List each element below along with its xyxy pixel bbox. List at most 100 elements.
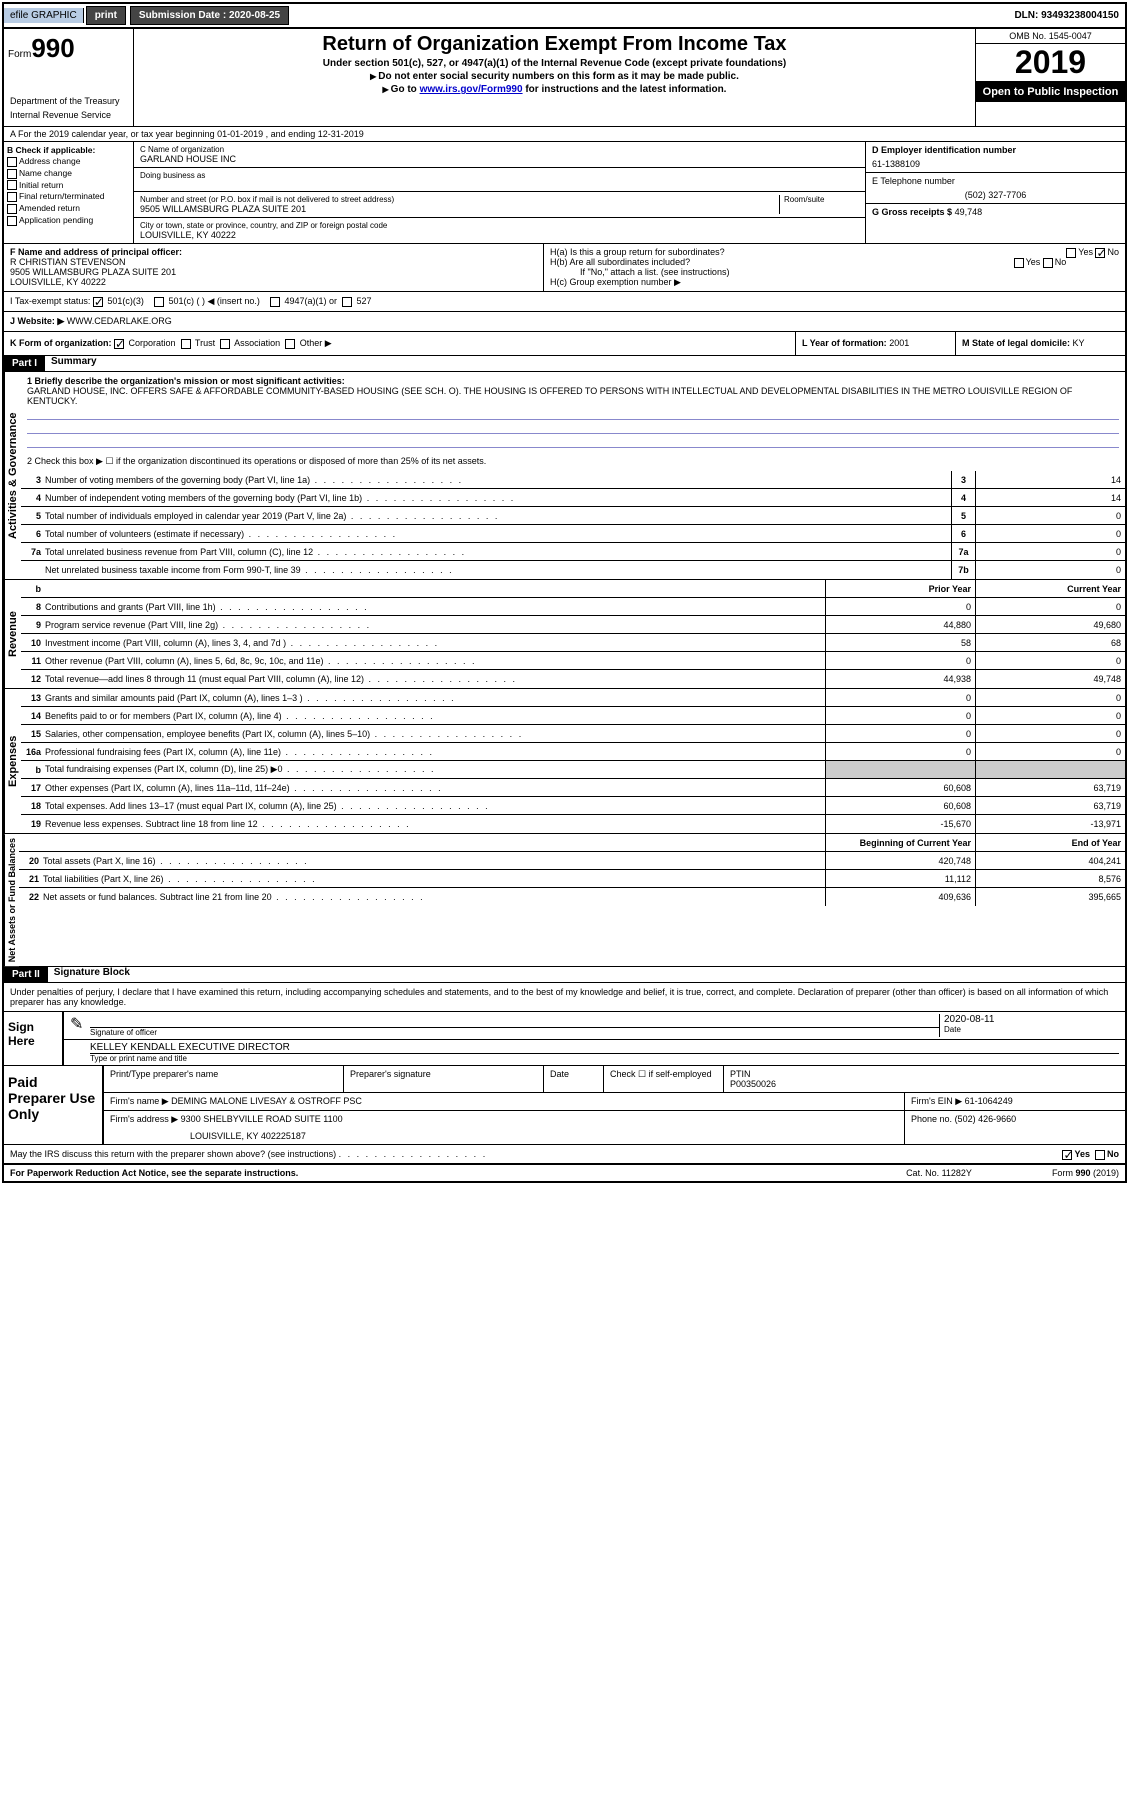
revenue-section: Revenue b Prior Year Current Year 8 Cont… [4, 580, 1125, 689]
cb-address-change[interactable]: Address change [7, 156, 130, 167]
current-val: 0 [975, 689, 1125, 706]
cb-initial-return[interactable]: Initial return [7, 180, 130, 191]
address-row: Number and street (or P.O. box if mail i… [134, 192, 865, 218]
line-text: Total assets (Part X, line 16) [43, 854, 825, 868]
omb-number: OMB No. 1545-0047 [976, 29, 1125, 44]
discuss-yes-cb[interactable] [1062, 1150, 1072, 1160]
phone-label: E Telephone number [872, 176, 1119, 186]
firm-addr2: LOUISVILLE, KY 402225187 [110, 1131, 898, 1141]
mission-blank-3 [27, 434, 1119, 448]
form-title: Return of Organization Exempt From Incom… [138, 33, 971, 56]
title-box: Return of Organization Exempt From Incom… [134, 29, 975, 126]
line-text: Professional fundraising fees (Part IX, … [45, 745, 825, 759]
firm-ein-label: Firm's EIN ▶ [911, 1096, 962, 1106]
line-num: 15 [21, 729, 45, 739]
org-name: GARLAND HOUSE INC [140, 154, 859, 164]
line-text: Grants and similar amounts paid (Part IX… [45, 691, 825, 705]
opt-corp: Corporation [129, 338, 176, 348]
cb-final-return[interactable]: Final return/terminated [7, 191, 130, 202]
opt-4947: 4947(a)(1) or [284, 296, 337, 306]
cb-501c3[interactable] [93, 297, 103, 307]
cb-other[interactable] [285, 339, 295, 349]
col-b: b [21, 584, 45, 594]
prior-val [825, 761, 975, 778]
vert-governance: Activities & Governance [4, 372, 21, 579]
gov-line-4: 4 Number of independent voting members o… [21, 489, 1125, 507]
website-value: WWW.CEDARLAKE.ORG [67, 316, 172, 326]
officer-name-title: KELLEY KENDALL EXECUTIVE DIRECTOR [90, 1042, 1119, 1054]
preparer-label: Paid Preparer Use Only [4, 1066, 104, 1144]
current-val: 49,680 [975, 616, 1125, 633]
col-begin: Beginning of Current Year [825, 834, 975, 851]
prior-val: 11,112 [825, 870, 975, 887]
goto-prefix: Go to [383, 84, 420, 95]
footer-left: For Paperwork Reduction Act Notice, see … [10, 1168, 906, 1178]
hb-no[interactable]: No [1055, 257, 1067, 267]
submission-date-button[interactable]: Submission Date : 2020-08-25 [130, 6, 289, 25]
row-k-org-form: K Form of organization: Corporation Trus… [4, 332, 1125, 356]
prior-val: 409,636 [825, 888, 975, 906]
ptin-label: PTIN [730, 1069, 1119, 1079]
prior-val: 0 [825, 652, 975, 669]
cb-527[interactable] [342, 297, 352, 307]
current-val: 63,719 [975, 779, 1125, 796]
line-num: 8 [21, 602, 45, 612]
current-val: 63,719 [975, 797, 1125, 814]
q2-text: 2 Check this box ▶ ☐ if the organization… [21, 452, 1125, 471]
ha-no[interactable]: No [1107, 247, 1119, 257]
open-inspection: Open to Public Inspection [976, 82, 1125, 102]
opt-other: Other ▶ [300, 338, 332, 348]
dept-treasury: Department of the Treasury [8, 94, 129, 108]
line-text: Total unrelated business revenue from Pa… [45, 545, 951, 559]
col-prior: Prior Year [825, 580, 975, 597]
line-8: 8 Contributions and grants (Part VIII, l… [21, 598, 1125, 616]
cb-4947[interactable] [270, 297, 280, 307]
ptin-value: P00350026 [730, 1079, 1119, 1089]
line-val: 14 [975, 471, 1125, 488]
col-current: Current Year [975, 580, 1125, 597]
current-val: 0 [975, 652, 1125, 669]
sign-here-label: Sign Here [4, 1012, 64, 1065]
i-label: I Tax-exempt status: [10, 296, 90, 306]
prior-val: 60,608 [825, 797, 975, 814]
prep-row-1: Print/Type preparer's name Preparer's si… [104, 1066, 1125, 1093]
sign-here-block: Sign Here ✎ Signature of officer 2020-08… [4, 1012, 1125, 1066]
prior-val: 60,608 [825, 779, 975, 796]
cb-501c[interactable] [154, 297, 164, 307]
opt-527: 527 [357, 296, 372, 306]
current-val [975, 761, 1125, 778]
line-box: 4 [951, 489, 975, 506]
line-num: 3 [21, 475, 45, 485]
hb-yes[interactable]: Yes [1026, 257, 1041, 267]
discuss-no-cb[interactable] [1095, 1150, 1105, 1160]
cb-trust[interactable] [181, 339, 191, 349]
line-16a: 16a Professional fundraising fees (Part … [21, 743, 1125, 761]
cb-association[interactable] [220, 339, 230, 349]
mission-blank-1 [27, 406, 1119, 420]
line-14: 14 Benefits paid to or for members (Part… [21, 707, 1125, 725]
firm-name-label: Firm's name ▶ [110, 1096, 169, 1106]
line-text: Benefits paid to or for members (Part IX… [45, 709, 825, 723]
dba-label: Doing business as [140, 171, 859, 180]
cb-name-change[interactable]: Name change [7, 168, 130, 179]
ha-yes[interactable]: Yes [1078, 247, 1093, 257]
line-13: 13 Grants and similar amounts paid (Part… [21, 689, 1125, 707]
ein-label: D Employer identification number [872, 145, 1119, 155]
line-num: 18 [21, 801, 45, 811]
footer-right: Form 990 (2019) [1052, 1168, 1119, 1178]
mission-block: 1 Briefly describe the organization's mi… [21, 372, 1125, 452]
line-b: b Total fundraising expenses (Part IX, c… [21, 761, 1125, 779]
irs-link[interactable]: www.irs.gov/Form990 [420, 84, 523, 95]
cb-corporation[interactable] [114, 339, 124, 349]
year-formation: 2001 [889, 338, 909, 348]
cb-application-pending[interactable]: Application pending [7, 215, 130, 226]
officer-name: R CHRISTIAN STEVENSON [10, 257, 537, 267]
prep-phone: (502) 426-9660 [955, 1114, 1017, 1124]
dba-row: Doing business as [134, 168, 865, 192]
cb-amended-return[interactable]: Amended return [7, 203, 130, 214]
city-state-zip: LOUISVILLE, KY 40222 [140, 230, 859, 240]
opt-501c: 501(c) ( ) ◀ (insert no.) [168, 296, 259, 306]
line-text: Number of independent voting members of … [45, 491, 951, 505]
print-button[interactable]: print [86, 6, 126, 25]
row-j-website: J Website: ▶ WWW.CEDARLAKE.ORG [4, 312, 1125, 332]
